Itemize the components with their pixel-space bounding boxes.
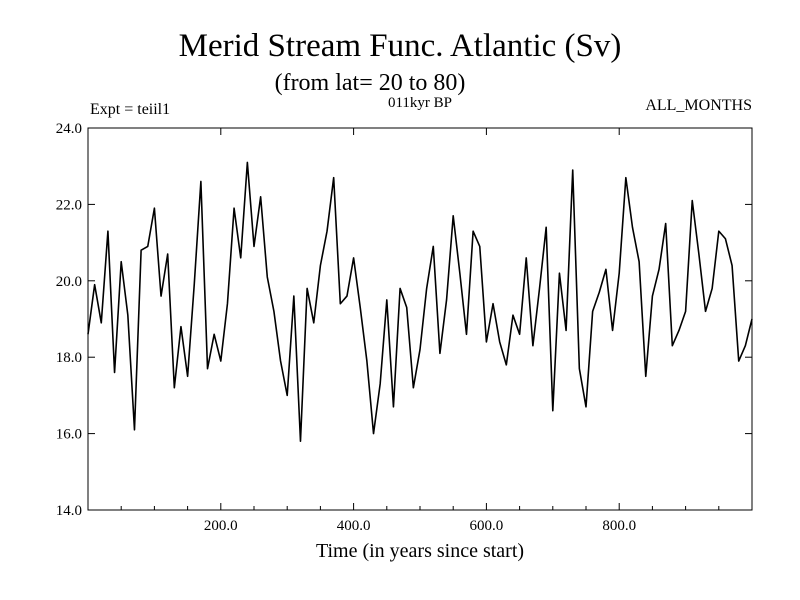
tick-marks bbox=[88, 127, 752, 511]
chart-title: Merid Stream Func. Atlantic (Sv) bbox=[178, 28, 622, 64]
series-line-0 bbox=[87, 161, 753, 443]
y-tick-label-4: 22.0 bbox=[56, 197, 82, 213]
x-tick-label-2: 600.0 bbox=[470, 518, 504, 534]
x-tick-label-1: 400.0 bbox=[337, 518, 371, 534]
x-tick-label-3: 800.0 bbox=[602, 518, 636, 534]
plot-frame bbox=[87, 127, 753, 511]
tick-labels: 14.0 16.0 18.0 20.0 22.0 24.0 200.0 400.0 600.0 8… bbox=[56, 121, 636, 534]
months-label: ALL_MONTHS bbox=[645, 97, 752, 114]
y-tick-label-2: 18.0 bbox=[56, 350, 82, 366]
x-axis-label: Time (in years since start) bbox=[315, 540, 525, 562]
y-tick-label-5: 24.0 bbox=[56, 121, 82, 137]
chart-subtitle: (from lat= 20 to 80) bbox=[274, 70, 466, 96]
series-layer bbox=[87, 161, 753, 443]
experiment-label: Expt = teiil1 bbox=[90, 101, 171, 118]
y-tick-label-3: 20.0 bbox=[56, 274, 82, 290]
x-tick-label-0: 200.0 bbox=[204, 518, 238, 534]
period-label: 011kyr BP bbox=[387, 95, 453, 111]
y-tick-label-0: 14.0 bbox=[56, 503, 82, 519]
y-tick-label-1: 16.0 bbox=[56, 427, 82, 443]
